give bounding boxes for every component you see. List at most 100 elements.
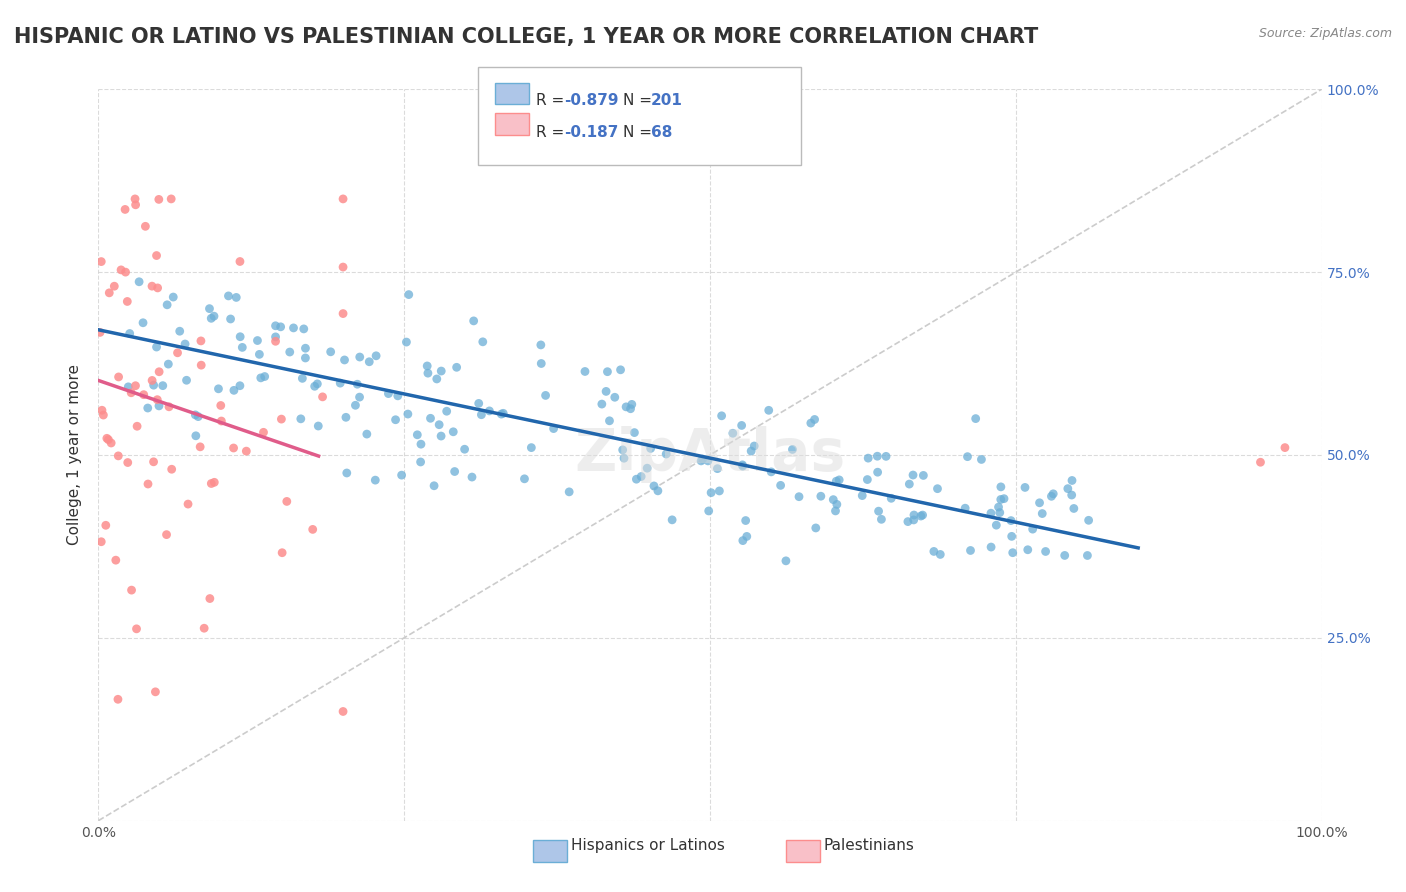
Point xyxy=(107,370,129,384)
Point xyxy=(1060,474,1083,488)
Point xyxy=(136,401,159,415)
Point xyxy=(897,515,920,529)
Point xyxy=(980,540,1002,554)
Point xyxy=(709,483,731,498)
Point xyxy=(856,473,879,487)
Point xyxy=(97,433,120,447)
Point xyxy=(264,330,287,344)
Point xyxy=(910,509,932,524)
Point xyxy=(104,553,127,567)
Point xyxy=(246,334,269,348)
Point xyxy=(463,314,485,328)
Point xyxy=(93,408,115,422)
Point xyxy=(276,494,298,508)
Point xyxy=(828,473,851,487)
Point xyxy=(851,489,873,503)
Point xyxy=(1053,549,1076,563)
Point xyxy=(188,440,211,454)
Text: Palestinians: Palestinians xyxy=(824,838,915,853)
Point xyxy=(742,439,765,453)
Point xyxy=(775,554,797,568)
Point xyxy=(132,387,155,401)
Point xyxy=(530,338,553,352)
Point xyxy=(198,301,221,316)
Point xyxy=(141,279,163,293)
Point xyxy=(478,404,501,418)
Point xyxy=(1001,529,1024,543)
Point xyxy=(94,518,117,533)
Text: R =: R = xyxy=(536,125,569,140)
Point xyxy=(636,461,658,475)
Point xyxy=(426,372,449,386)
Point xyxy=(198,591,221,606)
Point xyxy=(513,472,536,486)
Point xyxy=(132,316,155,330)
Point xyxy=(655,447,678,461)
Point xyxy=(1042,487,1064,501)
Y-axis label: College, 1 year or more: College, 1 year or more xyxy=(67,365,83,545)
Point xyxy=(307,419,329,434)
Point xyxy=(117,456,139,470)
Point xyxy=(190,358,212,372)
Text: Source: ZipAtlas.com: Source: ZipAtlas.com xyxy=(1258,27,1392,40)
Point xyxy=(148,399,170,413)
Point xyxy=(491,407,513,421)
Point xyxy=(146,281,169,295)
Point xyxy=(209,414,232,428)
Point xyxy=(231,340,253,354)
Point xyxy=(423,479,446,493)
Point xyxy=(311,390,333,404)
Point xyxy=(880,491,903,506)
Point xyxy=(697,454,720,468)
Point xyxy=(349,350,371,364)
Point xyxy=(959,543,981,558)
Point xyxy=(823,492,845,507)
Point xyxy=(329,376,352,391)
Point xyxy=(730,418,752,433)
Point xyxy=(825,497,848,511)
Point xyxy=(903,513,925,527)
Point xyxy=(377,386,399,401)
Point xyxy=(134,219,156,234)
Point xyxy=(761,465,783,479)
Point xyxy=(912,468,935,483)
Point xyxy=(574,364,596,378)
Point xyxy=(406,427,429,442)
Point xyxy=(107,449,129,463)
Point xyxy=(202,475,225,490)
Point xyxy=(142,455,165,469)
Point xyxy=(623,425,645,440)
Point xyxy=(217,289,239,303)
Point xyxy=(271,546,294,560)
Point xyxy=(90,534,112,549)
Point xyxy=(114,265,136,279)
Point xyxy=(990,492,1012,507)
Text: -0.879: -0.879 xyxy=(564,93,619,108)
Point xyxy=(430,429,453,443)
Point xyxy=(349,390,371,404)
Point xyxy=(176,373,198,387)
Point xyxy=(758,403,780,417)
Text: Hispanics or Latinos: Hispanics or Latinos xyxy=(571,838,724,853)
Point xyxy=(148,365,170,379)
Point xyxy=(270,319,292,334)
Point xyxy=(291,371,314,385)
Point xyxy=(630,469,652,483)
Point xyxy=(956,450,979,464)
Point xyxy=(391,468,413,483)
Point xyxy=(1063,501,1085,516)
Text: 201: 201 xyxy=(651,93,683,108)
Point xyxy=(307,376,329,391)
Point xyxy=(278,345,301,359)
Point xyxy=(96,431,118,445)
Point xyxy=(193,621,215,635)
Point xyxy=(443,465,465,479)
Point xyxy=(731,459,754,474)
Text: ZipAtlas: ZipAtlas xyxy=(575,426,845,483)
Text: R =: R = xyxy=(536,93,569,108)
Point xyxy=(187,409,209,424)
Point xyxy=(91,403,114,417)
Point xyxy=(866,449,889,463)
Point xyxy=(301,522,323,536)
Point xyxy=(359,355,381,369)
